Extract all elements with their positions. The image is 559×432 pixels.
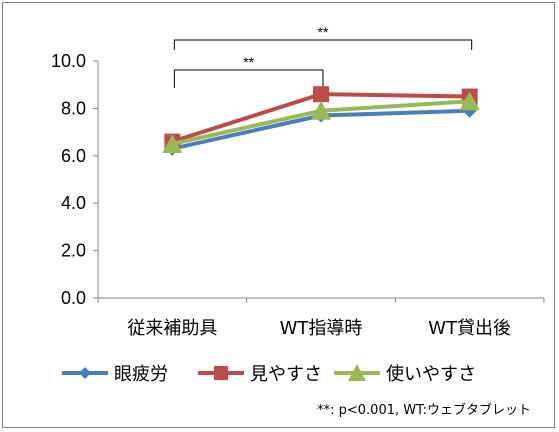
data-point (214, 366, 228, 380)
x-tick-label: WT貸出後 (428, 318, 511, 339)
x-tick-label: WT指導時 (280, 318, 363, 339)
y-tick-label: 10.0 (51, 51, 86, 71)
legend-item: 使いやすさ (334, 364, 476, 385)
axes: 0.0 2.0 4.0 6.0 8.0 10.0 従来補助具 WT指導時 WT貸出後 (51, 51, 545, 339)
significance-bracket (173, 69, 324, 88)
footnote: **: p<0.001, WT:ウェブタブレット (317, 402, 531, 418)
y-tick-label: 0.0 (61, 288, 86, 308)
data-point (313, 86, 329, 103)
significance-label: ** (318, 24, 329, 40)
significance-brackets: ** ** (173, 24, 473, 88)
legend-item: 見やすさ (198, 364, 322, 385)
y-tick-label: 2.0 (61, 241, 86, 261)
x-tick-label: 従来補助具 (127, 318, 217, 339)
series-使いやすさ (162, 91, 480, 153)
legend-label: 使いやすさ (386, 364, 476, 385)
y-tick-label: 8.0 (61, 98, 86, 118)
data-point (162, 133, 183, 153)
data-point (311, 100, 331, 120)
legend-item: 眼疲労 (62, 364, 168, 385)
y-tick-label: 6.0 (61, 146, 86, 166)
significance-label: ** (243, 54, 254, 70)
chart-frame (2, 2, 555, 428)
data-point (348, 364, 366, 381)
legend: 眼疲労 見やすさ 使いやすさ (62, 364, 476, 385)
series-group (162, 86, 480, 156)
legend-label: 眼疲労 (114, 364, 168, 385)
y-tick-label: 4.0 (61, 193, 86, 213)
data-point (459, 91, 480, 111)
data-point (79, 367, 91, 379)
legend-label: 見やすさ (250, 364, 322, 385)
significance-bracket (173, 39, 473, 50)
